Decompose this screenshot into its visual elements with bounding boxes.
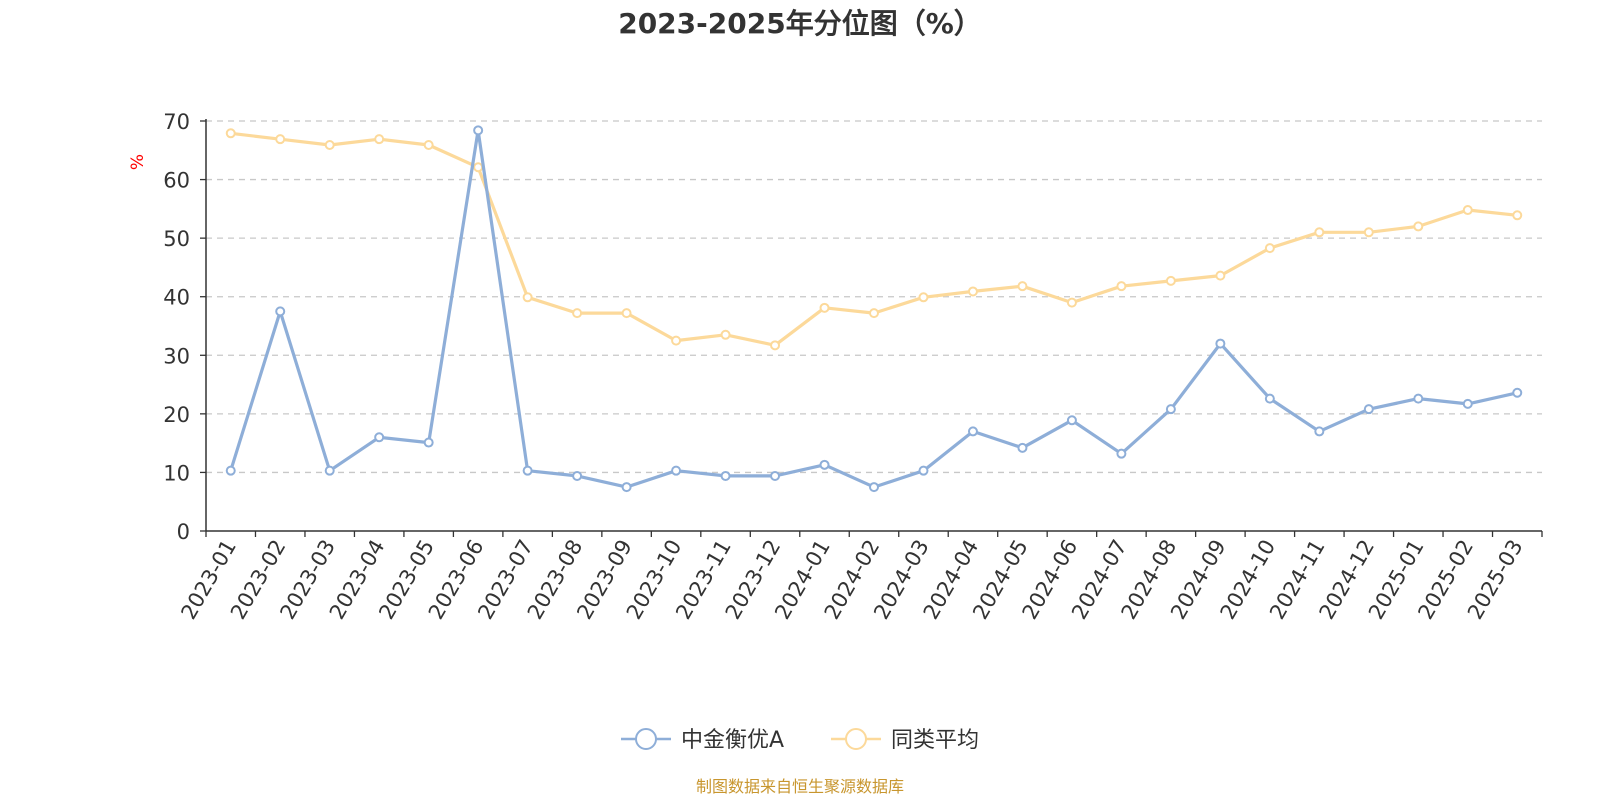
- data-point[interactable]: [1462, 398, 1473, 409]
- data-point[interactable]: [324, 140, 335, 151]
- data-point[interactable]: [720, 329, 731, 340]
- data-point[interactable]: [1017, 281, 1028, 292]
- data-point[interactable]: [324, 465, 335, 476]
- data-point[interactable]: [1215, 338, 1226, 349]
- data-point[interactable]: [572, 470, 583, 481]
- data-point[interactable]: [1264, 243, 1275, 254]
- data-point[interactable]: [869, 308, 879, 319]
- data-point[interactable]: [1066, 297, 1077, 308]
- legend-label: 同类平均: [891, 728, 979, 753]
- legend-item[interactable]: 同类平均: [831, 728, 979, 753]
- legend-circle-icon: [635, 728, 657, 750]
- data-point[interactable]: [918, 292, 929, 303]
- data-point[interactable]: [1165, 404, 1176, 415]
- data-point[interactable]: [621, 308, 632, 319]
- data-point[interactable]: [1363, 227, 1374, 238]
- y-tick-label: 0: [177, 520, 190, 544]
- data-point[interactable]: [1165, 275, 1176, 286]
- data-point[interactable]: [1116, 281, 1127, 292]
- data-point[interactable]: [869, 482, 879, 493]
- grid-lines: [206, 120, 1542, 474]
- data-point[interactable]: [522, 292, 533, 303]
- data-point[interactable]: [967, 426, 978, 437]
- data-point[interactable]: [1462, 205, 1473, 216]
- data-point[interactable]: [423, 140, 434, 151]
- series-2: [225, 128, 1523, 351]
- data-point[interactable]: [1314, 227, 1325, 238]
- data-point[interactable]: [275, 306, 286, 317]
- data-point[interactable]: [225, 465, 236, 476]
- data-point[interactable]: [1215, 270, 1226, 281]
- data-point[interactable]: [1512, 210, 1523, 221]
- y-tick-label: 20: [163, 403, 190, 427]
- legend-item[interactable]: 中金衡优A: [621, 728, 784, 753]
- y-tick-label: 30: [163, 344, 190, 368]
- data-point[interactable]: [621, 482, 632, 493]
- data-point[interactable]: [1314, 426, 1325, 437]
- y-tick-label: 50: [163, 227, 190, 251]
- data-point[interactable]: [1413, 221, 1424, 232]
- data-point[interactable]: [1116, 448, 1127, 459]
- data-point[interactable]: [770, 340, 781, 351]
- data-source-note: 制图数据来自恒生聚源数据库: [696, 777, 904, 796]
- y-axis-unit-label: %: [128, 154, 148, 170]
- data-point[interactable]: [967, 286, 978, 297]
- legend-circle-icon: [845, 728, 867, 750]
- data-point[interactable]: [423, 437, 434, 448]
- data-point[interactable]: [374, 134, 385, 145]
- y-tick-label: 70: [163, 110, 190, 134]
- y-tick-label: 60: [163, 169, 190, 193]
- data-point[interactable]: [819, 302, 830, 313]
- legend-label: 中金衡优A: [681, 728, 784, 753]
- data-point[interactable]: [473, 125, 484, 136]
- legend[interactable]: 中金衡优A 同类平均: [621, 728, 979, 753]
- y-tick-label: 40: [163, 286, 190, 310]
- data-point[interactable]: [1512, 387, 1523, 398]
- series-1: [225, 125, 1523, 493]
- data-point[interactable]: [1413, 393, 1424, 404]
- data-point[interactable]: [522, 465, 533, 476]
- data-point[interactable]: [671, 465, 682, 476]
- data-point[interactable]: [374, 432, 385, 443]
- data-point[interactable]: [671, 335, 682, 346]
- data-point[interactable]: [572, 308, 583, 319]
- data-point[interactable]: [720, 470, 731, 481]
- chart-title: 2023-2025年分位图（%）: [618, 7, 982, 40]
- data-point[interactable]: [1017, 442, 1028, 453]
- data-point[interactable]: [225, 128, 236, 139]
- series-lines: [225, 125, 1523, 493]
- data-point[interactable]: [275, 134, 286, 145]
- data-point[interactable]: [819, 459, 830, 470]
- data-point[interactable]: [1264, 393, 1275, 404]
- data-point[interactable]: [473, 162, 484, 173]
- axes: 0102030405060702023-012023-022023-032023…: [163, 110, 1543, 623]
- data-point[interactable]: [1363, 404, 1374, 415]
- data-point[interactable]: [1066, 415, 1077, 426]
- data-point[interactable]: [918, 465, 929, 476]
- y-tick-label: 10: [163, 461, 190, 485]
- data-point[interactable]: [770, 470, 781, 481]
